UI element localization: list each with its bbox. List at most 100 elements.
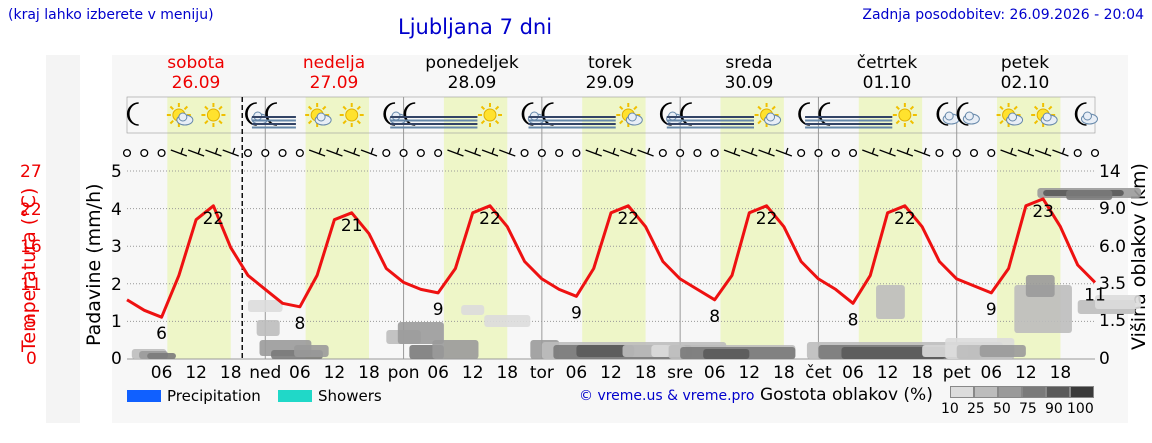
moon-shape (1074, 102, 1087, 126)
cloud-density-level: 75 (1019, 401, 1037, 417)
temperature-min-label: 9 (433, 300, 444, 320)
x-tick-label: čet (805, 363, 832, 383)
fog-moon-icon (805, 102, 850, 129)
location-hint[interactable]: (kraj lahko izberete v meniju) (8, 7, 214, 23)
wind-barb (585, 149, 602, 157)
x-tick-label: 18 (496, 363, 518, 383)
sun-ray (895, 105, 900, 111)
cloud-cover-patch (876, 285, 905, 319)
wind-calm-circle (658, 148, 667, 158)
wind-calm-circle (157, 148, 166, 158)
sun-ray (307, 119, 313, 125)
temperature-tick: 16 (20, 237, 42, 257)
wind-barb (629, 147, 633, 155)
sun-cloud-icon (1031, 103, 1058, 127)
sun-ray (1013, 105, 1018, 111)
wind-calm-circle (520, 148, 529, 158)
wind-barb (1034, 149, 1052, 157)
wind-barb (871, 147, 875, 155)
sun-ray (218, 119, 223, 125)
sun-ray (619, 105, 624, 111)
wind-calm-circle (122, 148, 132, 158)
temperature-tick: 5 (26, 312, 37, 332)
wind-calm-circle (831, 148, 840, 158)
wind-calm-circle (969, 148, 979, 158)
cloud-density-swatch (974, 386, 998, 398)
sun-ray (771, 105, 776, 111)
temperature-min-label: 8 (294, 314, 305, 334)
wind-calm-circle (1073, 148, 1082, 158)
x-tick-label: 18 (635, 363, 657, 383)
precip-tick: 2 (111, 275, 122, 295)
wind-calm-circle (710, 148, 719, 158)
precip-tick: 1 (111, 312, 122, 332)
sun-ray (169, 119, 174, 125)
x-tick-label: 06 (842, 363, 864, 383)
x-tick-label: tor (530, 363, 554, 383)
wind-barb (612, 147, 616, 155)
cloud-cover-patch (397, 322, 444, 344)
cloud-cover-patch (841, 347, 946, 359)
cloud-height-tick: 0 (1099, 349, 1110, 369)
daytime-band (720, 97, 784, 359)
cloud-cover-patch (147, 353, 176, 359)
wind-barb (222, 149, 239, 157)
sun-disc (206, 108, 220, 122)
cloud-cover-patch (1014, 285, 1072, 333)
wind-barb (879, 149, 896, 157)
sun-ray (322, 105, 327, 111)
wind-barb (474, 147, 478, 155)
temperature-tick: 22 (20, 200, 42, 220)
wind-barb (187, 149, 205, 157)
x-tick-label: pet (943, 363, 971, 383)
sun-ray (356, 119, 361, 125)
temperature-tick: 27 (20, 162, 42, 182)
wind-barb (888, 147, 893, 155)
wind-calm-circle (1090, 148, 1100, 158)
cloud-cover-patch (979, 345, 1026, 357)
cloud-height-tick: 14 (1099, 162, 1121, 182)
cloud-density-swatch (1022, 386, 1046, 398)
cloud-density-level: 90 (1045, 401, 1063, 417)
cloud-shape (627, 112, 637, 122)
cloud-moon-icon (936, 102, 960, 126)
cloud-cover-patch (703, 349, 750, 359)
wind-barb (499, 149, 516, 157)
cloud-density-level: 50 (993, 401, 1011, 417)
sun-ray (183, 105, 189, 111)
wind-barb (906, 147, 910, 155)
cloud-shape (1042, 112, 1052, 122)
temperature-max-label: 22 (617, 209, 639, 229)
x-tick-label: 12 (324, 363, 346, 383)
cloud-height-tick: 1.5 (1099, 311, 1127, 331)
fog-icon (433, 116, 478, 129)
last-update: Zadnja posodobitev: 26.09.2026 - 20:04 (862, 7, 1144, 23)
sun-ray (999, 105, 1004, 111)
x-tick-label: sre (667, 363, 693, 383)
wind-barb (767, 147, 772, 155)
cloud-density-swatch (1070, 386, 1094, 398)
wind-barb (343, 149, 360, 157)
x-tick-label: 18 (220, 363, 242, 383)
wind-barb (170, 149, 188, 157)
credit-link[interactable]: © vreme.us & vreme.pro (579, 388, 755, 404)
x-tick-label: 06 (704, 363, 726, 383)
cloud-cover-patch (256, 320, 280, 336)
wind-barb (1044, 147, 1048, 155)
wind-barb (447, 149, 464, 157)
temperature-tick: 11 (20, 275, 42, 295)
legend-showers-label: Showers (318, 387, 382, 405)
temperature-max-label: 22 (894, 209, 916, 229)
wind-barb (1017, 149, 1035, 157)
x-tick-label: 06 (566, 363, 588, 383)
day-date: 26.09 (171, 73, 221, 93)
cloud-cover-patch (576, 345, 635, 357)
cloud-cover-patch (248, 300, 283, 312)
sun-cloud-icon (166, 103, 194, 127)
wind-calm-circle (935, 148, 944, 158)
fog-icon (571, 116, 616, 129)
wind-barb (913, 149, 931, 157)
wind-barb (758, 149, 775, 157)
wind-barb (1052, 149, 1069, 157)
